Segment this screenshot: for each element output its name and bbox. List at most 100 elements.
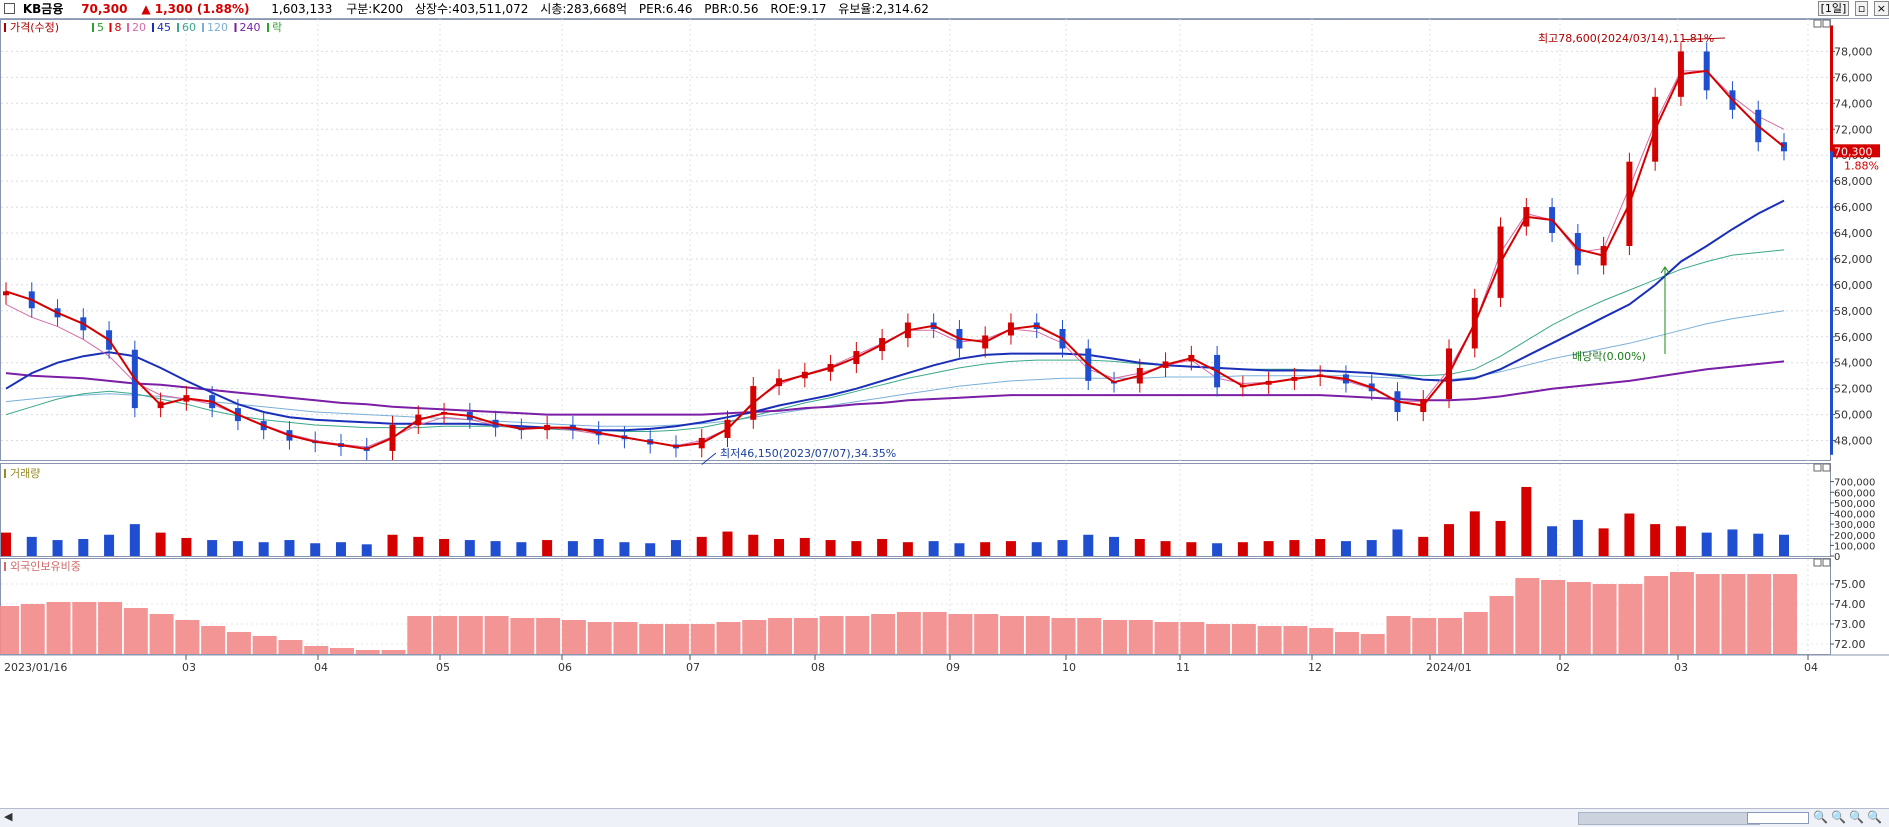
x-tick-label: 04 [1804, 661, 1818, 674]
foreign-bar [922, 612, 947, 654]
volume-bar [928, 541, 939, 556]
x-tick-label: 2024/01 [1426, 661, 1472, 674]
price-range-bar-up [1830, 25, 1833, 152]
volume-bar [1598, 528, 1609, 556]
foreign-bar [98, 602, 123, 654]
volume-bar [1289, 540, 1300, 556]
legend-ma-45: 45 [157, 21, 171, 34]
price-tick-label: 78,000 [1834, 45, 1873, 58]
foreign-bar [1515, 578, 1540, 654]
close-icon[interactable]: × [1873, 1, 1889, 16]
foreign-bar [1206, 624, 1231, 654]
volume-bar [1701, 532, 1712, 556]
foreign-bar [1128, 620, 1153, 654]
legend-swatch [234, 23, 237, 32]
volume-bar [1005, 541, 1016, 556]
foreign-bar [561, 620, 586, 654]
foreign-bar [329, 648, 354, 654]
foreign-bar [0, 606, 19, 654]
foreign-bar [458, 616, 483, 654]
foreign-bar [175, 620, 200, 654]
stock-chart[interactable]: 48,000 50,000 52,000 54,000 56,000 58,000 60,0… [0, 19, 1889, 808]
scroll-thumb[interactable] [1578, 812, 1760, 825]
legend-swatch [4, 23, 6, 32]
volume-tick-label: 600,000 [1834, 488, 1875, 499]
select-checkbox[interactable] [4, 3, 15, 14]
foreign-bar [819, 616, 844, 654]
horizontal-scrollbar[interactable]: ◀ ▶ 🔍🔍🔍🔍 [0, 808, 1889, 827]
volume-bar [1083, 534, 1094, 556]
legend-ma-락: 락 [272, 21, 282, 34]
foreign-bar [1412, 618, 1437, 654]
volume-tick-label: 100,000 [1834, 541, 1875, 552]
legend-swatch [267, 23, 269, 32]
ma240-line [5, 360, 1785, 416]
legend-ma-20: 20 [132, 21, 146, 34]
foreign-bar [613, 622, 638, 654]
price-tick-label: 58,000 [1834, 305, 1873, 318]
foreign-bar [742, 620, 767, 654]
volume-bar [1572, 519, 1583, 556]
legend-ma-60: 60 [182, 21, 196, 34]
x-tick-label: 09 [946, 661, 960, 674]
volume-bar [980, 542, 991, 556]
pane-minimize-icon [1813, 463, 1822, 472]
volume-bar [387, 534, 398, 556]
foreign-bar [72, 602, 97, 654]
volume-bar [1263, 541, 1274, 556]
foreign-bar [201, 626, 226, 654]
stock-name[interactable]: KB금융 [22, 2, 64, 16]
zoom-icons[interactable]: 🔍🔍🔍🔍 [1813, 810, 1885, 824]
x-tick-label: 05 [436, 661, 450, 674]
volume-bar [439, 539, 450, 556]
period-button[interactable]: [1일] [1817, 1, 1850, 16]
price-legend: 가격(수정) 5 8 20 45 60 120 240 락 [4, 21, 282, 34]
volume-tick-label: 700,000 [1834, 478, 1875, 489]
price-tick-label: 50,000 [1834, 409, 1873, 422]
foreign-bar [46, 602, 71, 654]
volume-bar [902, 542, 913, 556]
volume-bar [1186, 542, 1197, 556]
x-tick-label: 03 [182, 661, 196, 674]
foreign-bar [768, 618, 793, 654]
indicator-reserve: 유보율:2,314.62 [838, 2, 929, 16]
foreign-bar [1386, 616, 1411, 654]
scroll-left-icon[interactable]: ◀ [4, 810, 13, 823]
x-tick-label: 03 [1674, 661, 1688, 674]
volume-bar [1366, 540, 1377, 556]
volume-bar [774, 539, 785, 556]
minimize-icon[interactable]: ▫ [1854, 1, 1869, 16]
low-annotation: 최저46,150(2023/07/07),34.35% [720, 447, 896, 460]
volume-bar [232, 541, 243, 556]
foreign-bar [1154, 622, 1179, 654]
price-tick-label: 60,000 [1834, 279, 1873, 292]
price-tick-label: 76,000 [1834, 71, 1873, 84]
pane-minimize-icon [1813, 558, 1822, 567]
volume-bar [722, 531, 733, 556]
foreign-bar [896, 612, 921, 654]
foreign-bar [1669, 572, 1694, 654]
indicator-per: PER:6.46 [638, 2, 693, 16]
volume-bar [361, 544, 372, 556]
pane-close-icon [1822, 19, 1831, 28]
x-tick-label: 02 [1556, 661, 1570, 674]
volume-bar [1237, 542, 1248, 556]
price-range-bar [1830, 151, 1833, 455]
foreign-bar [1644, 576, 1669, 654]
pane-close-icon [1822, 558, 1831, 567]
foreign-title-swatch [4, 562, 6, 571]
foreign-bar [433, 616, 458, 654]
foreign-bar [123, 608, 148, 654]
x-tick-label: 12 [1308, 661, 1322, 674]
price-tick-label: 64,000 [1834, 227, 1873, 240]
volume-bar [1624, 513, 1635, 556]
price-tick-label: 66,000 [1834, 201, 1873, 214]
volume-bar [1469, 511, 1480, 556]
foreign-bar [1309, 628, 1334, 654]
volume-value: 1,603,133 [271, 2, 333, 16]
volume-bar [104, 534, 115, 556]
zoom-slider[interactable] [1747, 812, 1809, 824]
foreign-title: 외국인보유비중 [10, 560, 81, 573]
foreign-bar [1541, 580, 1566, 654]
volume-bar [52, 540, 63, 556]
